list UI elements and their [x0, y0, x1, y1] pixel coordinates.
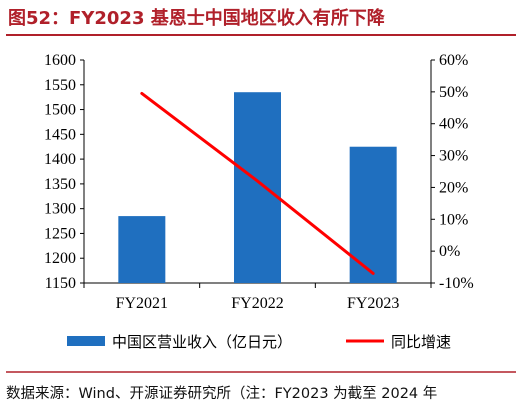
y-left-tick-label: 1300 [44, 201, 76, 218]
legend-swatch-revenue [67, 336, 105, 346]
x-tick-label: FY2023 [347, 295, 399, 312]
y-left-tick-label: 1200 [44, 250, 76, 267]
y-left-tick-label: 1500 [44, 102, 76, 119]
x-tick-label: FY2022 [231, 295, 283, 312]
growth-rate-line [140, 91, 375, 275]
chart-title: 图52：FY2023 基恩士中国地区收入有所下降 [8, 8, 385, 29]
y-right-tick-label: 40% [439, 116, 468, 133]
y-left-tick-label: 1450 [44, 126, 76, 143]
y-left-tick-label: 1150 [45, 275, 76, 292]
source-note: 数据来源：Wind、开源证券研究所（注：FY2023 为截至 2024 年 [6, 386, 438, 402]
y-left-tick-label: 1550 [44, 77, 76, 94]
y-left-tick-label: 1400 [44, 151, 76, 168]
x-tick-label: FY2021 [116, 295, 168, 312]
y-right-tick-label: -10% [439, 275, 474, 292]
y-right-tick-label: 50% [439, 84, 468, 101]
y-left-tick-label: 1250 [44, 225, 76, 242]
legend-label-revenue: 中国区营业收入（亿日元） [112, 333, 292, 351]
y-right-tick-label: 10% [439, 211, 468, 228]
y-right-tick-label: 20% [439, 179, 468, 196]
bar-fy2023 [349, 146, 397, 283]
y-right-tick-label: 30% [439, 148, 468, 165]
y-left-tick-label: 1350 [44, 176, 76, 193]
y-left-tick-label: 1600 [44, 52, 76, 69]
bar-fy2021 [118, 216, 166, 283]
y-right-tick-label: 0% [439, 243, 460, 260]
bar-fy2022 [234, 92, 281, 283]
legend-label-growth: 同比增速 [391, 333, 451, 351]
y-right-tick-label: 60% [439, 52, 468, 69]
title-divider [6, 34, 516, 36]
